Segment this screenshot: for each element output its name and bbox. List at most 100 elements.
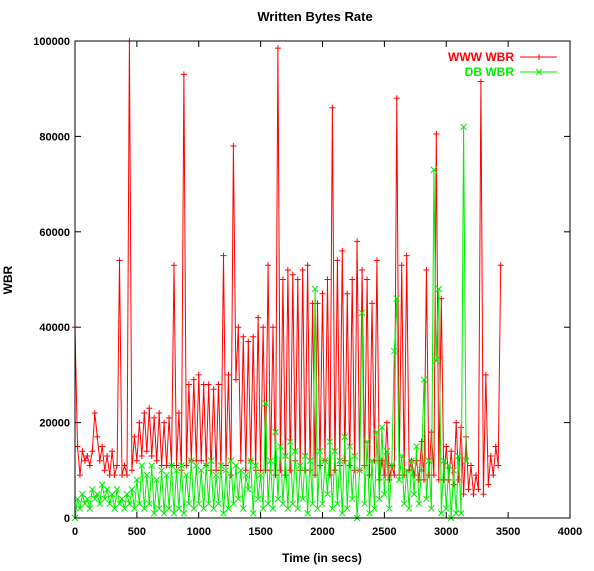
data-point	[413, 443, 420, 450]
data-point	[403, 252, 410, 259]
data-point	[133, 457, 140, 464]
data-point	[195, 371, 202, 378]
data-point	[378, 457, 385, 464]
x-tick-label: 4000	[558, 526, 582, 538]
data-point	[462, 457, 470, 465]
data-point	[418, 466, 425, 474]
data-point	[378, 424, 386, 431]
data-point	[84, 495, 91, 503]
data-point	[455, 452, 462, 460]
data-point	[457, 509, 465, 517]
data-point	[398, 452, 406, 460]
data-point	[304, 262, 311, 269]
x-axis-label: Time (in secs)	[282, 551, 362, 565]
data-point	[190, 376, 197, 383]
data-point	[468, 462, 474, 469]
data-point	[490, 472, 497, 479]
data-point	[235, 324, 242, 331]
data-point	[143, 448, 150, 455]
x-tick-label: 1500	[248, 526, 272, 538]
data-point	[148, 452, 155, 459]
tick-group: 0 500 1000 1500 2000 2500 3000 3500 400002000040…	[33, 36, 582, 538]
data-point	[334, 257, 341, 264]
data-point	[425, 457, 433, 465]
data-point	[282, 452, 289, 460]
data-point	[373, 257, 380, 264]
data-point	[482, 371, 489, 378]
data-point	[363, 438, 371, 446]
data-point	[180, 71, 187, 78]
data-point	[284, 266, 291, 273]
x-tick-label: 2000	[310, 526, 334, 538]
data-point	[245, 338, 252, 345]
data-point	[260, 324, 267, 331]
data-point	[306, 457, 314, 465]
data-point	[148, 462, 156, 469]
data-point	[153, 457, 160, 464]
data-point	[270, 324, 276, 331]
data-point	[349, 276, 356, 283]
data-point	[212, 471, 220, 479]
data-point	[383, 419, 390, 426]
data-point	[430, 166, 438, 174]
data-point	[304, 509, 312, 517]
data-point	[359, 266, 366, 273]
data-point	[291, 447, 299, 455]
data-point	[240, 333, 247, 340]
data-point	[361, 500, 368, 508]
chart-title: Written Bytes Rate	[257, 9, 372, 24]
plot-lines	[71, 38, 504, 522]
data-point	[136, 419, 143, 426]
data-point	[222, 466, 230, 474]
y-tick-label: 20000	[39, 418, 70, 430]
legend-marker	[536, 54, 542, 60]
data-point	[356, 466, 363, 474]
data-point	[319, 290, 326, 297]
data-point	[101, 467, 108, 474]
data-point	[423, 495, 430, 503]
data-point	[403, 466, 411, 474]
data-point	[267, 457, 274, 465]
data-point	[237, 457, 244, 464]
data-point	[145, 500, 153, 508]
data-point	[121, 462, 128, 469]
data-point	[343, 505, 351, 512]
data-point	[477, 78, 484, 85]
data-point	[418, 438, 425, 445]
data-point	[163, 471, 170, 479]
data-point	[470, 491, 477, 498]
data-point	[99, 443, 106, 450]
data-point	[294, 505, 302, 512]
data-point	[336, 457, 344, 465]
data-point	[93, 490, 101, 498]
data-point	[89, 448, 96, 455]
data-point	[395, 476, 403, 484]
data-point	[331, 447, 339, 455]
data-point	[230, 142, 237, 149]
data-point	[156, 410, 163, 417]
data-point	[408, 457, 415, 465]
data-point	[91, 410, 98, 417]
data-point	[420, 376, 428, 384]
data-point	[319, 500, 326, 508]
data-point	[244, 486, 252, 493]
data-point	[388, 462, 396, 469]
data-point	[321, 457, 329, 465]
data-point	[286, 438, 294, 446]
data-point	[250, 333, 257, 340]
data-point	[116, 257, 123, 264]
data-point	[282, 472, 289, 479]
data-point	[448, 448, 455, 455]
data-point	[480, 491, 487, 498]
data-point	[445, 476, 452, 483]
data-point	[76, 472, 83, 479]
data-point	[257, 471, 264, 479]
data-point	[128, 467, 135, 474]
x-tick-label: 3500	[496, 526, 520, 538]
data-point	[472, 472, 479, 479]
legend-label: WWW WBR	[448, 50, 514, 64]
legend-label: DB WBR	[465, 65, 515, 79]
data-point	[141, 410, 148, 417]
data-point	[86, 462, 93, 469]
